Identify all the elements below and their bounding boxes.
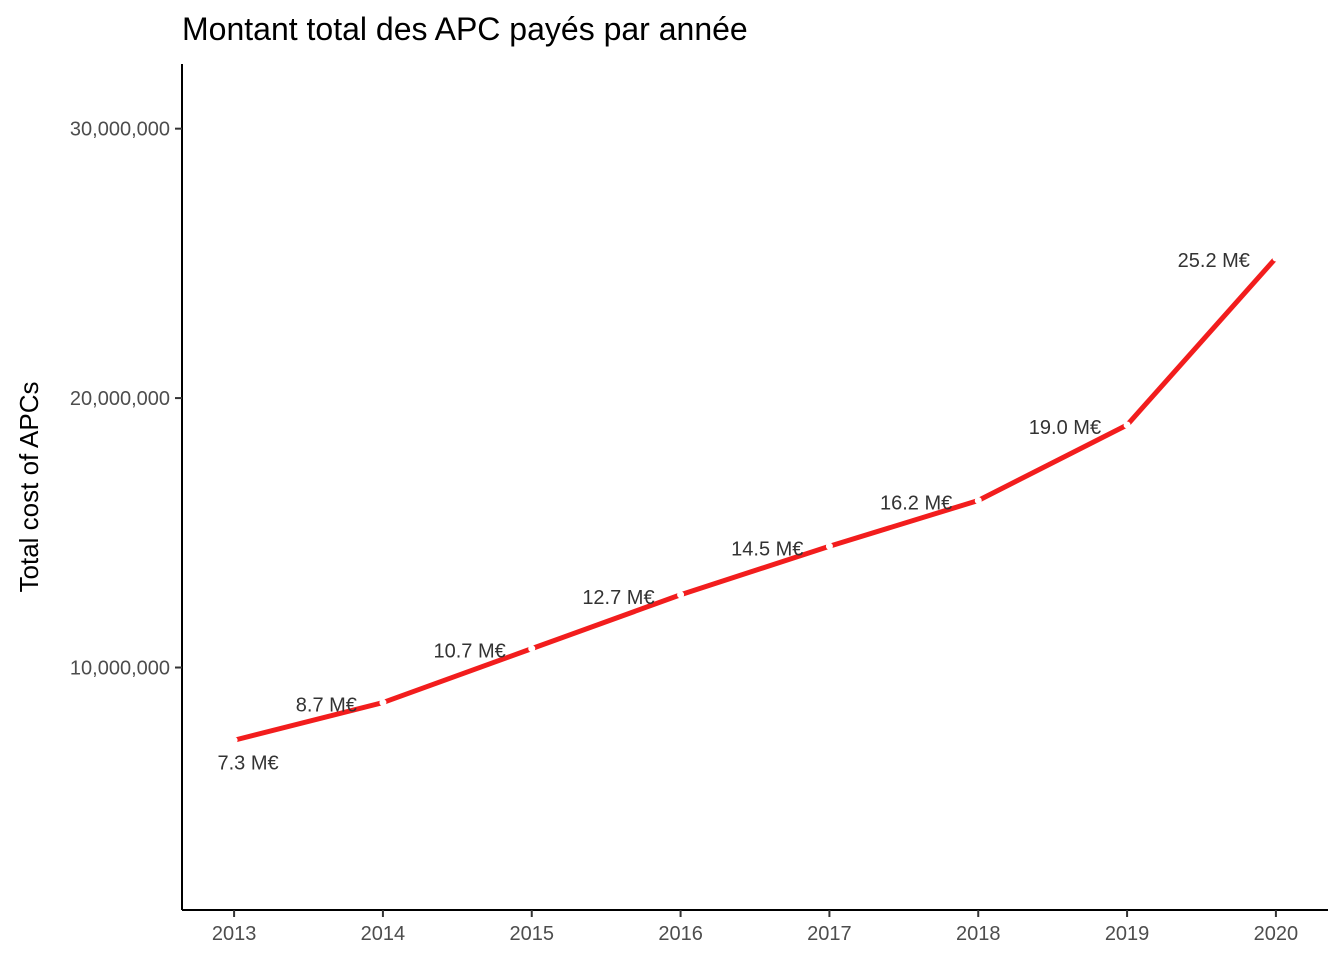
data-label: 14.5 M€ xyxy=(731,538,803,560)
data-point xyxy=(230,736,238,744)
line-segment xyxy=(977,422,1129,503)
data-label: 25.2 M€ xyxy=(1178,250,1250,272)
data-labels: 7.3 M€ 8.7 M€ 10.7 M€ 12.7 M€ 14.5 M€ 16.2 M€… xyxy=(218,250,1250,774)
data-label: 12.7 M€ xyxy=(582,587,654,609)
data-point xyxy=(1123,421,1131,429)
x-tick-label: 2019 xyxy=(1105,923,1150,945)
data-label: 19.0 M€ xyxy=(1029,417,1101,439)
x-tick-label: 2013 xyxy=(212,923,257,945)
data-label: 16.2 M€ xyxy=(880,492,952,514)
x-ticks: 2013 2014 2015 2016 2017 2018 2019 2020 xyxy=(212,910,1298,945)
line-segment xyxy=(233,700,384,743)
x-tick-label: 2020 xyxy=(1254,923,1299,945)
y-tick-label: 10,000,000 xyxy=(70,658,170,680)
data-point xyxy=(1272,254,1280,262)
line-segment xyxy=(382,646,533,705)
line-segment xyxy=(1125,256,1278,427)
series-line xyxy=(230,254,1280,744)
y-axis-label: Total cost of APCs xyxy=(14,382,44,593)
chart-title: Montant total des APC payés par année xyxy=(182,11,748,47)
x-tick-label: 2018 xyxy=(956,923,1001,945)
line-segment xyxy=(828,498,979,549)
y-ticks: 10,000,000 20,000,000 30,000,000 xyxy=(70,119,182,680)
x-tick-label: 2014 xyxy=(361,923,406,945)
data-point xyxy=(379,699,387,707)
line-segment xyxy=(530,592,682,652)
y-tick-label: 20,000,000 xyxy=(70,388,170,410)
data-point xyxy=(528,645,536,653)
line-segment xyxy=(679,543,831,598)
y-tick-label: 30,000,000 xyxy=(70,119,170,141)
data-label: 10.7 M€ xyxy=(433,641,505,663)
data-label: 8.7 M€ xyxy=(296,695,357,717)
axes xyxy=(181,64,1328,911)
x-tick-label: 2015 xyxy=(510,923,555,945)
data-point xyxy=(825,542,833,550)
data-point xyxy=(974,496,982,504)
x-tick-label: 2017 xyxy=(807,923,852,945)
data-point xyxy=(677,591,685,599)
x-tick-label: 2016 xyxy=(658,923,703,945)
data-label: 7.3 M€ xyxy=(218,752,279,774)
